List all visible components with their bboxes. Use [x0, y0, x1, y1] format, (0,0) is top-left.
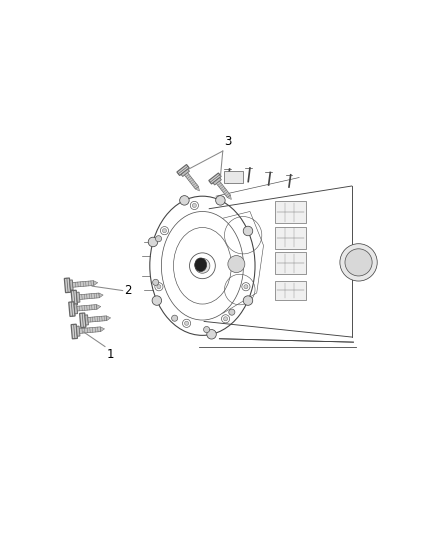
Circle shape [243, 226, 253, 236]
Polygon shape [77, 304, 97, 311]
Circle shape [223, 317, 228, 321]
Circle shape [180, 196, 189, 205]
Polygon shape [71, 290, 78, 305]
Polygon shape [100, 327, 105, 332]
Circle shape [244, 285, 248, 289]
Polygon shape [209, 173, 221, 184]
Circle shape [184, 321, 189, 325]
Polygon shape [73, 281, 94, 287]
Circle shape [207, 329, 216, 339]
Polygon shape [213, 177, 221, 185]
Polygon shape [106, 316, 111, 320]
Polygon shape [88, 316, 107, 322]
Polygon shape [195, 187, 199, 191]
Circle shape [162, 229, 166, 233]
Text: 1: 1 [106, 348, 114, 361]
Circle shape [172, 315, 178, 321]
Polygon shape [99, 293, 103, 298]
Polygon shape [79, 293, 99, 300]
FancyBboxPatch shape [276, 252, 306, 274]
Circle shape [152, 296, 162, 305]
Polygon shape [227, 195, 231, 199]
Text: 3: 3 [224, 135, 231, 148]
Polygon shape [85, 315, 88, 325]
Circle shape [345, 249, 372, 276]
Circle shape [160, 227, 169, 235]
Polygon shape [74, 304, 78, 314]
FancyBboxPatch shape [276, 201, 306, 223]
Circle shape [199, 262, 206, 269]
Polygon shape [177, 165, 189, 175]
Circle shape [152, 279, 159, 285]
Polygon shape [64, 278, 71, 293]
Polygon shape [184, 173, 198, 189]
Circle shape [157, 285, 161, 289]
Circle shape [155, 282, 163, 291]
FancyBboxPatch shape [224, 171, 243, 183]
Circle shape [340, 244, 377, 281]
Circle shape [228, 256, 245, 272]
Polygon shape [216, 181, 230, 198]
Circle shape [242, 282, 250, 291]
FancyBboxPatch shape [276, 227, 306, 249]
Polygon shape [96, 304, 101, 309]
Circle shape [148, 237, 158, 247]
Polygon shape [79, 327, 101, 334]
Circle shape [183, 319, 191, 327]
Circle shape [195, 259, 210, 273]
Circle shape [190, 201, 198, 209]
Circle shape [222, 314, 230, 323]
Polygon shape [76, 292, 80, 302]
Polygon shape [71, 324, 78, 339]
Circle shape [229, 309, 235, 315]
Polygon shape [181, 169, 190, 176]
Circle shape [243, 296, 253, 305]
Circle shape [192, 204, 196, 207]
Circle shape [204, 327, 210, 333]
Polygon shape [70, 280, 73, 290]
Text: 2: 2 [124, 284, 132, 297]
Circle shape [155, 236, 162, 242]
Polygon shape [76, 326, 80, 336]
Polygon shape [69, 302, 75, 317]
Polygon shape [93, 281, 98, 285]
FancyBboxPatch shape [276, 281, 306, 300]
Circle shape [215, 196, 225, 205]
Ellipse shape [195, 258, 207, 271]
Polygon shape [80, 313, 86, 328]
